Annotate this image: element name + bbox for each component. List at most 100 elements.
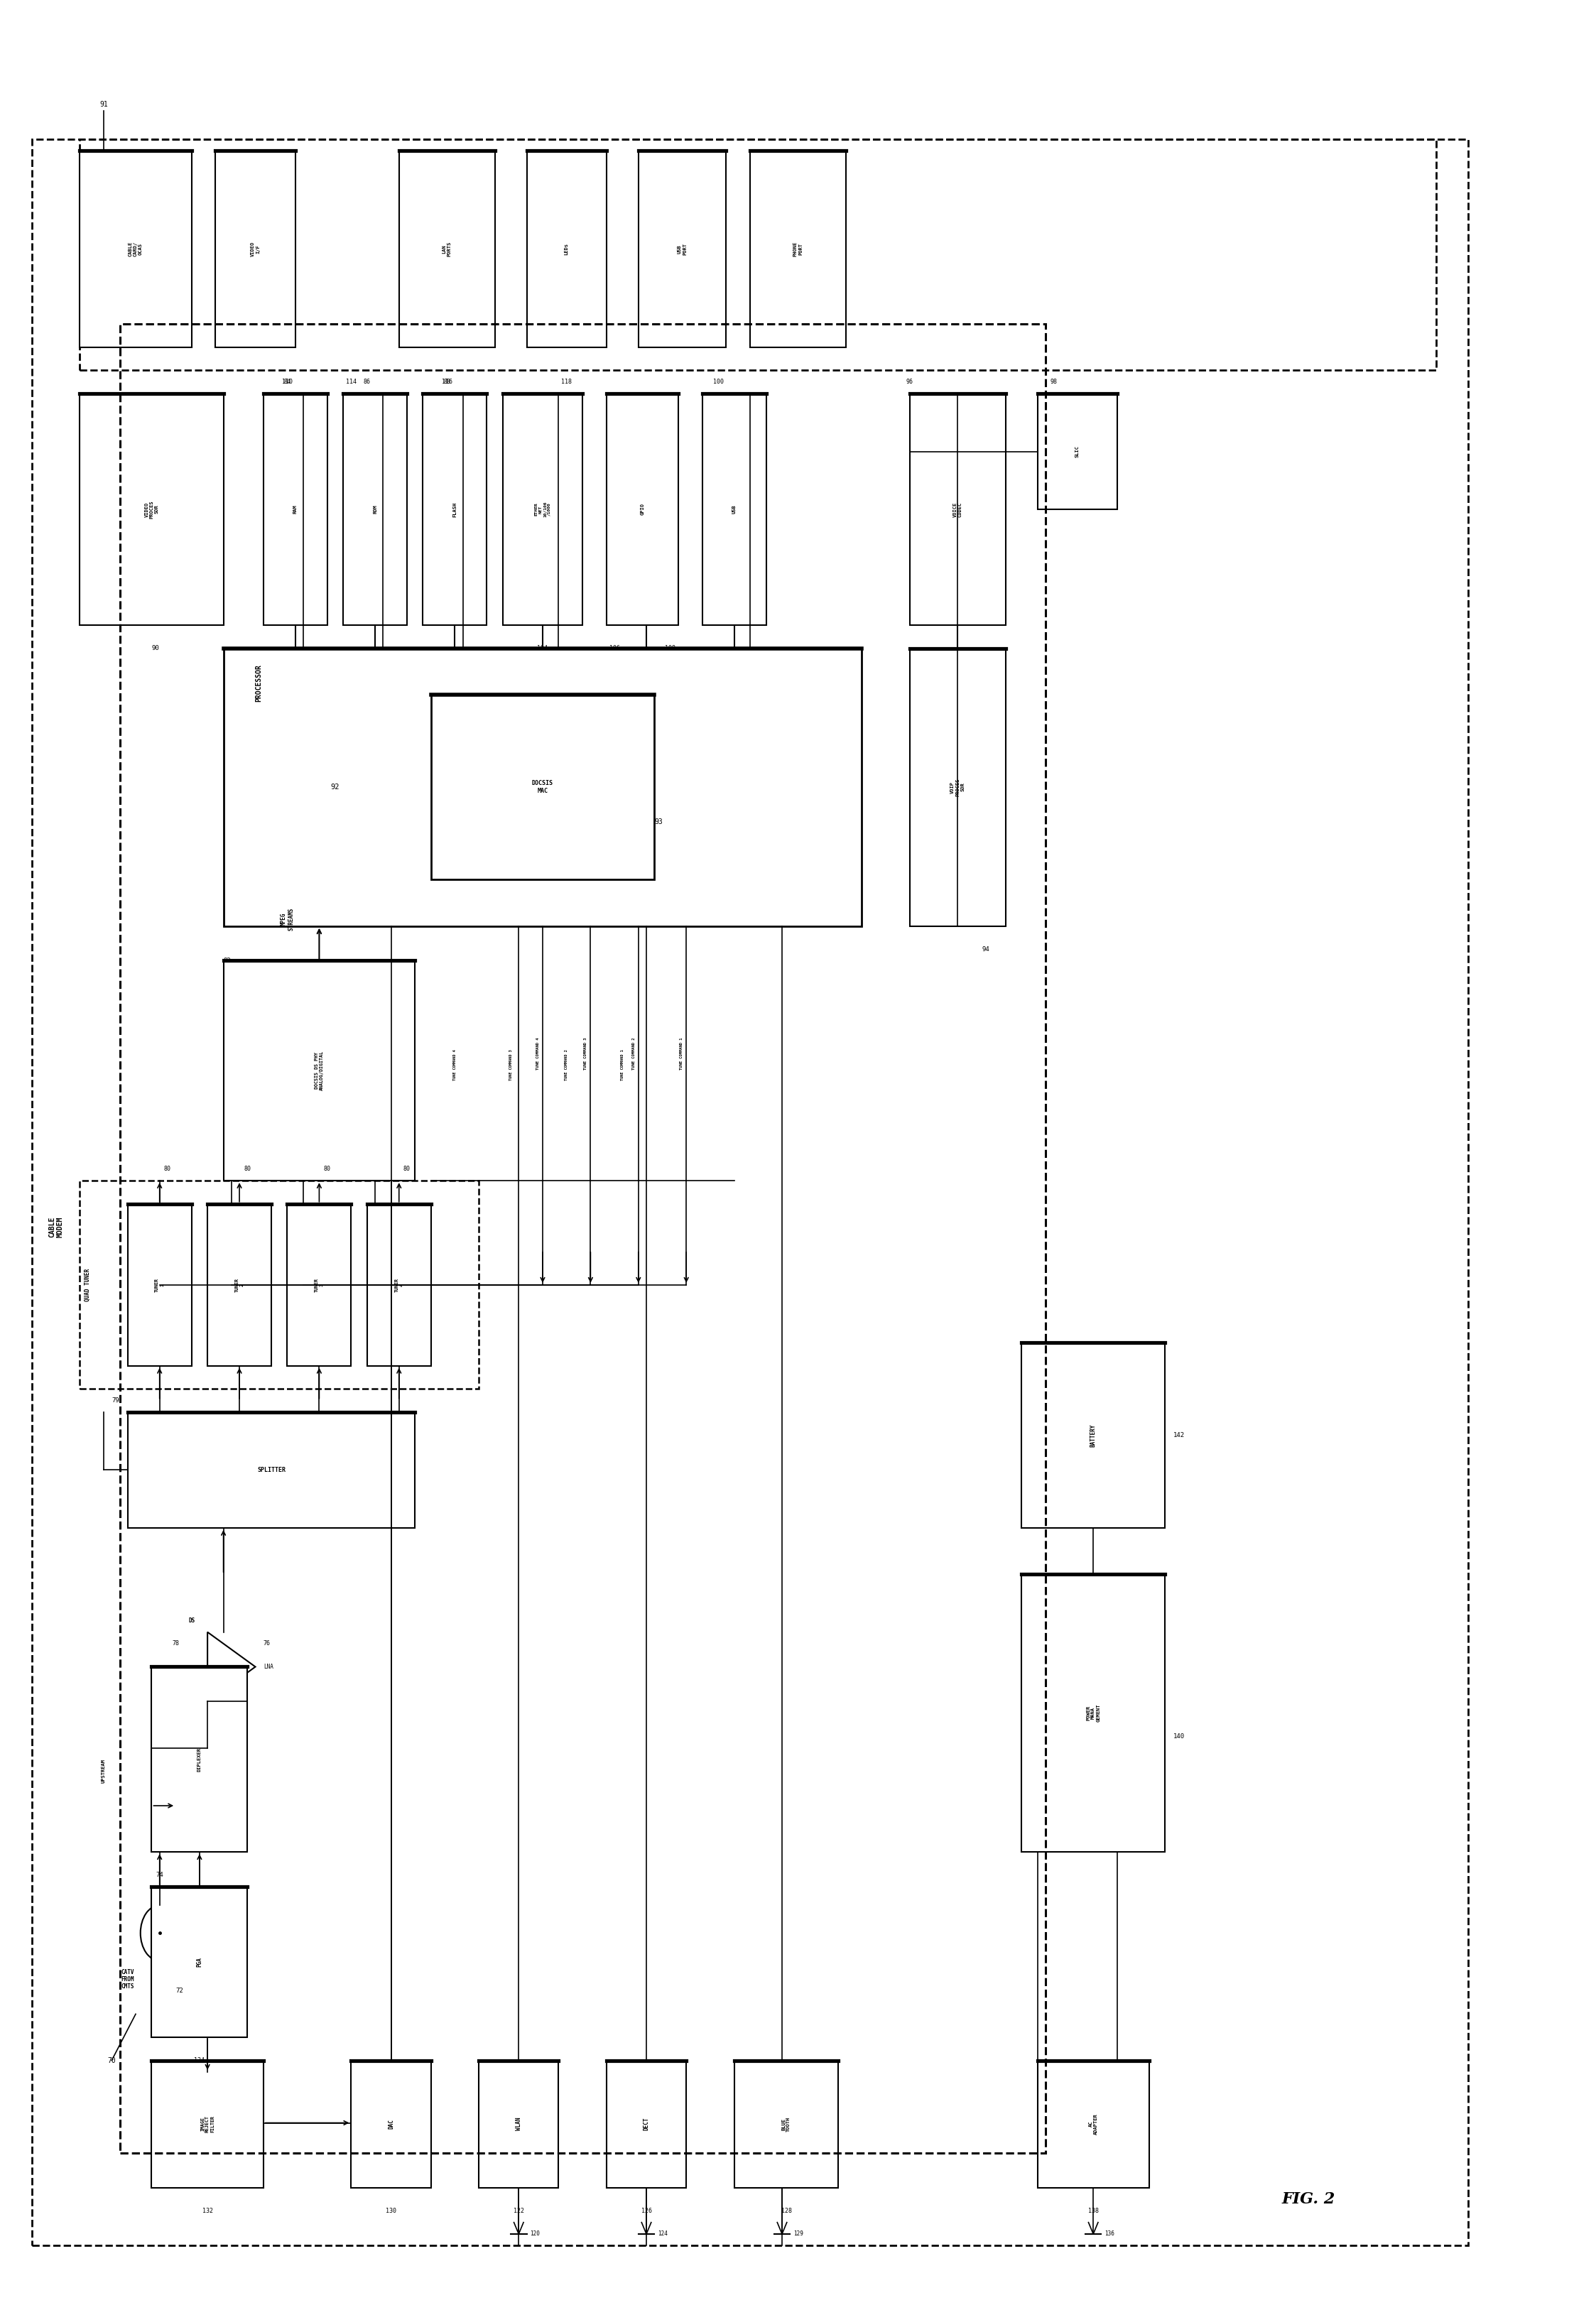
FancyBboxPatch shape — [431, 694, 654, 880]
FancyBboxPatch shape — [223, 961, 415, 1181]
Text: 110: 110 — [282, 380, 292, 384]
Text: DS: DS — [188, 1618, 195, 1623]
FancyBboxPatch shape — [128, 1412, 415, 1528]
Text: 91: 91 — [99, 100, 109, 109]
Text: 116: 116 — [442, 380, 452, 384]
FancyBboxPatch shape — [702, 394, 766, 625]
FancyBboxPatch shape — [606, 2060, 686, 2188]
FancyBboxPatch shape — [423, 394, 487, 625]
FancyBboxPatch shape — [527, 150, 606, 347]
Text: ROM: ROM — [373, 505, 377, 514]
Text: 96: 96 — [907, 380, 913, 384]
Text: UPSTREAM: UPSTREAM — [102, 1759, 105, 1783]
FancyBboxPatch shape — [399, 150, 495, 347]
FancyBboxPatch shape — [287, 1204, 351, 1366]
Text: 130: 130 — [386, 2209, 396, 2213]
Text: 114: 114 — [346, 380, 356, 384]
Text: TUNE COMMAND 3: TUNE COMMAND 3 — [584, 1037, 587, 1070]
Text: SPLITTER: SPLITTER — [257, 1468, 286, 1472]
FancyBboxPatch shape — [1037, 2060, 1149, 2188]
Text: CATV
FROM
CMTS: CATV FROM CMTS — [121, 1968, 134, 1991]
FancyBboxPatch shape — [479, 2060, 559, 2188]
Text: 92: 92 — [330, 782, 340, 792]
Text: 88: 88 — [444, 380, 450, 384]
Text: 74: 74 — [156, 1873, 163, 1877]
Text: 140: 140 — [1173, 1734, 1184, 1739]
Text: TUNE COMMAND 4: TUNE COMMAND 4 — [453, 1049, 456, 1081]
Text: 136: 136 — [1104, 2232, 1114, 2236]
FancyBboxPatch shape — [80, 394, 223, 625]
Text: TUNE COMMAND 4: TUNE COMMAND 4 — [536, 1037, 539, 1070]
Polygon shape — [207, 1632, 255, 1702]
Text: DOCSIS
MAC: DOCSIS MAC — [531, 780, 554, 794]
Text: 82: 82 — [223, 958, 231, 963]
Text: LEDs: LEDs — [565, 243, 568, 255]
Text: QUAD TUNER: QUAD TUNER — [85, 1269, 91, 1301]
Text: ETHER
NET
10/106
/1000: ETHER NET 10/106 /1000 — [535, 502, 551, 516]
Text: 129: 129 — [793, 2232, 803, 2236]
Text: TUNE COMMAND 2: TUNE COMMAND 2 — [632, 1037, 635, 1070]
Text: SLIC: SLIC — [1076, 444, 1079, 458]
FancyBboxPatch shape — [910, 648, 1005, 926]
Text: PROCESSOR: PROCESSOR — [255, 664, 262, 701]
FancyBboxPatch shape — [1021, 1343, 1165, 1528]
FancyBboxPatch shape — [910, 394, 1005, 625]
Text: VIDEO
PROCES
SOR: VIDEO PROCES SOR — [145, 500, 158, 519]
FancyBboxPatch shape — [128, 1204, 192, 1366]
Text: 132: 132 — [203, 2209, 212, 2213]
FancyBboxPatch shape — [343, 394, 407, 625]
Text: BATTERY: BATTERY — [1090, 1424, 1096, 1447]
FancyBboxPatch shape — [152, 1667, 247, 1852]
Text: 70: 70 — [107, 2056, 117, 2065]
Text: CABLE
CARD/
OCAS: CABLE CARD/ OCAS — [129, 241, 142, 257]
FancyBboxPatch shape — [503, 394, 583, 625]
FancyBboxPatch shape — [80, 150, 192, 347]
Text: 84: 84 — [284, 380, 290, 384]
Text: AC
ADAPTER: AC ADAPTER — [1088, 2114, 1098, 2134]
Text: 134: 134 — [195, 2058, 204, 2063]
Text: USB: USB — [733, 505, 736, 514]
Text: 120: 120 — [530, 2232, 539, 2236]
Text: 72: 72 — [176, 1989, 184, 1993]
Text: 108: 108 — [666, 646, 675, 651]
Text: 80: 80 — [244, 1167, 251, 1171]
Text: USB
PORT: USB PORT — [678, 243, 686, 255]
Text: RAM: RAM — [294, 505, 297, 514]
Text: LAN
PORTS: LAN PORTS — [442, 241, 452, 257]
Text: 106: 106 — [610, 646, 619, 651]
Text: 80: 80 — [324, 1167, 330, 1171]
FancyBboxPatch shape — [638, 150, 726, 347]
Text: 118: 118 — [562, 380, 571, 384]
Text: PGA: PGA — [196, 1956, 203, 1968]
Text: 80: 80 — [164, 1167, 171, 1171]
Text: 100: 100 — [713, 380, 723, 384]
Text: 122: 122 — [514, 2209, 523, 2213]
Text: 124: 124 — [658, 2232, 667, 2236]
FancyBboxPatch shape — [152, 1887, 247, 2037]
Text: TUNER
4: TUNER 4 — [394, 1278, 404, 1292]
FancyBboxPatch shape — [223, 648, 862, 926]
Text: 126: 126 — [642, 2209, 651, 2213]
FancyBboxPatch shape — [351, 2060, 431, 2188]
Text: PHONE
PORT: PHONE PORT — [793, 241, 803, 257]
Text: DOCSIS DS PHY
ANALOG/DIGITAL: DOCSIS DS PHY ANALOG/DIGITAL — [314, 1051, 324, 1090]
Text: TUNER
3: TUNER 3 — [314, 1278, 324, 1292]
FancyBboxPatch shape — [734, 2060, 838, 2188]
Text: 90: 90 — [152, 646, 160, 651]
FancyBboxPatch shape — [215, 150, 295, 347]
Text: TUNE COMMAND 3: TUNE COMMAND 3 — [509, 1049, 512, 1081]
Text: 79: 79 — [112, 1398, 120, 1403]
Text: TUNE COMMAND 1: TUNE COMMAND 1 — [680, 1037, 683, 1070]
Text: FIG. 2: FIG. 2 — [1282, 2192, 1336, 2206]
Text: DIPLEXER: DIPLEXER — [198, 1748, 201, 1771]
Text: TUNE COMMAND 1: TUNE COMMAND 1 — [621, 1049, 624, 1081]
FancyBboxPatch shape — [750, 150, 846, 347]
FancyBboxPatch shape — [1021, 1574, 1165, 1852]
Text: 142: 142 — [1173, 1433, 1184, 1438]
Text: BLUE
TOOTH: BLUE TOOTH — [782, 2116, 790, 2132]
Text: 98: 98 — [1050, 380, 1057, 384]
Text: TUNER
2: TUNER 2 — [235, 1278, 244, 1292]
Text: 94: 94 — [982, 947, 990, 951]
Text: DECT: DECT — [643, 2118, 650, 2130]
FancyBboxPatch shape — [367, 1204, 431, 1366]
